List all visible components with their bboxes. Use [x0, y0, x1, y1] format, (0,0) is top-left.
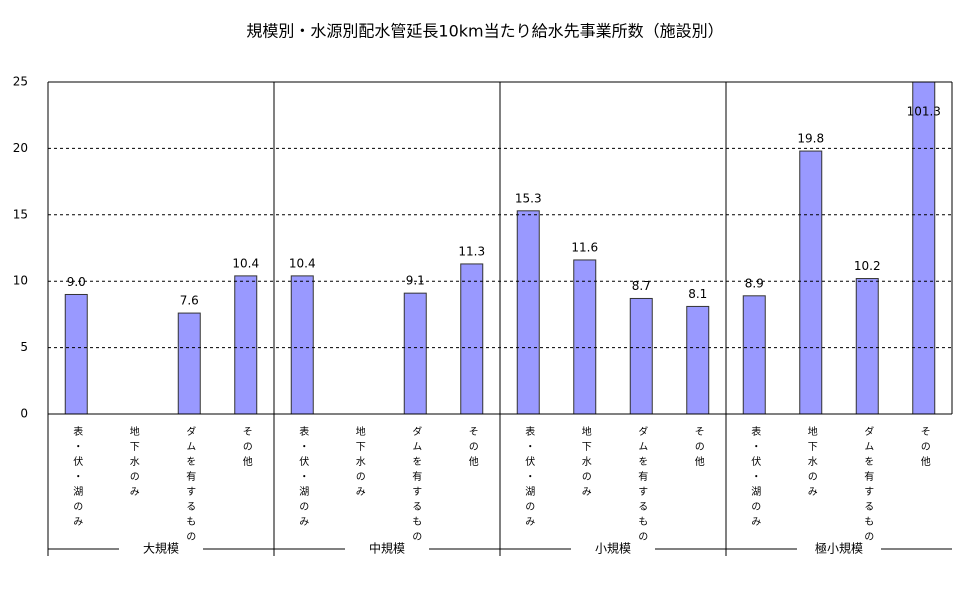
x-tick-label: 地下水のみ — [579, 425, 591, 501]
data-label: 19.8 — [797, 132, 824, 146]
x-tick-label: 地下水のみ — [805, 425, 817, 501]
x-tick-label: その他 — [240, 426, 252, 471]
data-label: 9.1 — [406, 274, 425, 288]
chart-title: 規模別・水源別配水管延長10km当たり給水先事業所数（施設別） — [246, 22, 723, 41]
bar — [742, 295, 766, 414]
plot-area — [64, 82, 936, 414]
y-tick-label: 0 — [20, 407, 28, 421]
x-tick-label: 地下水のみ — [353, 425, 365, 501]
bar — [403, 292, 427, 414]
data-label: 10.2 — [854, 259, 881, 273]
y-tick-label: 10 — [13, 274, 28, 288]
x-tick-label: ダムを有するもの — [862, 426, 874, 546]
x-tick-label: ダムを有するもの — [636, 426, 648, 546]
data-label: 8.9 — [745, 276, 764, 290]
y-tick-label: 15 — [13, 207, 28, 221]
bar — [234, 275, 258, 414]
bar — [799, 150, 823, 414]
bar — [290, 275, 314, 414]
y-tick-label: 25 — [13, 75, 28, 89]
x-tick-label: 表・伏・湖のみ — [71, 425, 83, 531]
bar — [64, 293, 88, 414]
bar — [460, 263, 484, 414]
data-label: 11.3 — [458, 244, 485, 258]
x-tick-label: ダムを有するもの — [410, 426, 422, 546]
x-tick-label: その他 — [692, 426, 704, 471]
x-tick-label: 表・伏・湖のみ — [749, 425, 761, 531]
data-label: 101.3 — [907, 105, 941, 119]
bar — [516, 210, 540, 414]
y-tick-label: 20 — [13, 141, 28, 155]
data-label: 15.3 — [515, 191, 542, 205]
x-tick-label: その他 — [918, 426, 930, 471]
group-label: 小規模 — [595, 541, 631, 556]
x-tick-label: 地下水のみ — [127, 425, 139, 501]
group-label: 大規模 — [143, 541, 179, 556]
bar — [629, 297, 653, 414]
group-label: 中規模 — [369, 541, 405, 556]
data-label: 10.4 — [289, 256, 316, 270]
data-label: 10.4 — [232, 256, 259, 270]
bar — [912, 82, 936, 414]
x-tick-label: 表・伏・湖のみ — [297, 425, 309, 531]
data-label: 7.6 — [180, 294, 199, 308]
bar — [573, 259, 597, 414]
x-tick-label: ダムを有するもの — [184, 426, 196, 546]
y-tick-label: 5 — [20, 340, 28, 354]
bar — [855, 278, 879, 414]
x-tick-label: その他 — [466, 426, 478, 471]
group-label: 極小規模 — [815, 541, 863, 556]
bar — [686, 305, 710, 414]
data-label: 9.0 — [67, 275, 86, 289]
x-tick-label: 表・伏・湖のみ — [523, 425, 535, 531]
data-label: 8.1 — [688, 287, 707, 301]
data-label: 11.6 — [571, 240, 598, 254]
data-label: 8.7 — [632, 279, 651, 293]
bar — [177, 312, 201, 414]
